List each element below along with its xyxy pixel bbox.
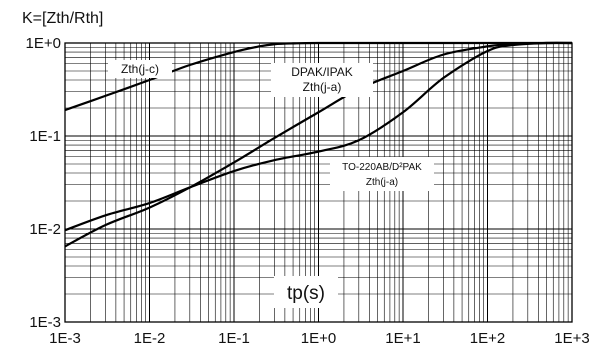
x-tick-label: 1E+0	[301, 330, 336, 347]
series-label-background	[108, 60, 172, 78]
series-label: Zth(j-c)	[121, 62, 159, 76]
x-tick-label: 1E-1	[218, 330, 250, 347]
x-tick-label: 1E+2	[470, 330, 505, 347]
series-line	[64, 41, 572, 112]
y-tick-label: 1E-2	[29, 221, 61, 238]
series-label-background	[330, 157, 434, 191]
series-line	[64, 41, 573, 232]
series-label: Zth(j-a)	[366, 177, 398, 188]
y-tick-labels: 1E-3 1E-2 1E-1 1E+0	[26, 35, 61, 331]
x-tick-label: 1E+1	[385, 330, 420, 347]
series-label: DPAK/IPAK	[291, 65, 353, 79]
y-tick-label: 1E-1	[29, 128, 61, 145]
series-label: Zth(j-a)	[303, 80, 342, 94]
x-tick-label: 1E+3	[554, 330, 589, 347]
series-group	[64, 41, 573, 248]
x-tick-labels: 1E-3 1E-2 1E-1 1E+0 1E+1 1E+2 1E+3	[49, 330, 590, 347]
y-tick-label: 1E+0	[26, 35, 61, 52]
series-label: TO-220AB/D²PAK	[342, 162, 422, 173]
x-axis-label: tp(s)	[287, 283, 325, 304]
x-axis-label-group: tp(s)	[274, 276, 338, 308]
chart-title: K=[Zth/Rth]	[22, 10, 103, 27]
series-line	[64, 41, 573, 248]
x-axis-label-background	[274, 276, 338, 308]
series-label-group: Zth(j-c) DPAK/IPAKZth(j-a)TO-220AB/D²PAKZ…	[108, 60, 434, 191]
y-tick-label: 1E-3	[29, 314, 61, 331]
x-tick-label: 1E-2	[134, 330, 166, 347]
x-tick-label: 1E-3	[49, 330, 81, 347]
series-label-background	[271, 63, 373, 97]
